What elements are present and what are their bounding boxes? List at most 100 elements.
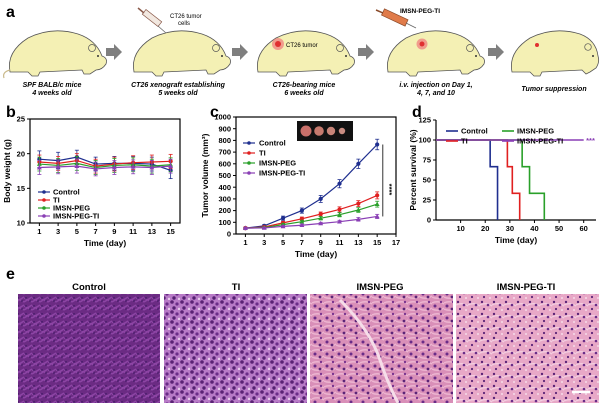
x-tick-label: 5 — [281, 238, 285, 247]
y-tick-label: 10 — [17, 219, 25, 228]
x-tick-label: 11 — [336, 238, 344, 247]
data-point-imsn-peg-ti — [261, 225, 267, 230]
significance-label: *** — [586, 136, 595, 145]
y-tick-label: 25 — [17, 115, 25, 124]
arrow-4-icon — [488, 44, 504, 60]
significance-label: **** — [385, 184, 394, 196]
y-tick-label: 100 — [418, 136, 431, 145]
data-point-control — [337, 181, 342, 186]
data-point-imsn-peg-ti — [318, 220, 324, 226]
legend-marker-ti — [247, 151, 251, 155]
y-tick-label: 0 — [227, 230, 231, 239]
data-point-imsn-peg-ti — [55, 164, 61, 169]
step-2-label-line-1: CT26 tumor — [170, 14, 202, 20]
legend-label-ti: TI — [461, 137, 468, 146]
y-tick-label: 125 — [418, 116, 431, 125]
arrow-1-icon — [106, 44, 122, 60]
legend-label-imsn-peg: IMSN-PEG — [517, 127, 554, 136]
panel-d-letter: d — [412, 104, 422, 121]
data-point-imsn-peg — [355, 207, 361, 212]
histology-label-imsn-peg: IMSN-PEG — [357, 282, 404, 293]
step-4-label: IMSN-PEG-TI — [400, 8, 440, 15]
x-axis-title: Time (day) — [495, 235, 538, 245]
x-tick-label: 17 — [392, 238, 400, 247]
histology-label-ti: TI — [232, 282, 240, 293]
chart-c: c1 3 5 7 9 11 13 15 1701002003004005006007008009… — [200, 104, 400, 259]
y-tick-label: 600 — [218, 159, 231, 168]
y-tick-label: 75 — [423, 156, 431, 165]
data-point-imsn-peg-ti — [111, 164, 117, 170]
step-4-caption-line-2: 4, 7, and 10 — [416, 90, 455, 97]
mouse-1-icon — [3, 30, 107, 79]
y-tick-label: 0 — [427, 216, 431, 225]
y-tick-label: 400 — [218, 183, 231, 192]
data-point-imsn-peg-ti — [280, 223, 286, 229]
x-tick-label: 13 — [148, 227, 156, 236]
legend-marker-control — [42, 190, 46, 194]
series-line-imsn-peg-ti — [245, 215, 378, 229]
data-point-imsn-peg-ti — [355, 216, 361, 222]
small-tumor-icon — [535, 43, 539, 47]
panel-e-letter: e — [6, 266, 15, 283]
x-tick-label: 1 — [243, 238, 247, 247]
x-tick-label: 50 — [555, 224, 563, 233]
step-5-caption: Tumor suppression — [521, 86, 586, 93]
plot-frame — [29, 118, 181, 224]
y-tick-label: 500 — [218, 171, 231, 180]
legend-marker-imsn-peg-ti — [247, 171, 251, 175]
y-tick-label: 50 — [423, 176, 431, 185]
step-1-caption-line-2: 4 weeks old — [31, 90, 72, 97]
series-line-imsn-peg-ti — [39, 165, 171, 170]
x-tick-label: 15 — [166, 227, 174, 236]
y-tick-label: 900 — [218, 124, 231, 133]
data-point-imsn-peg-ti — [74, 163, 80, 168]
y-tick-label: 1000 — [214, 113, 231, 122]
y-tick-label: 300 — [218, 195, 231, 204]
x-tick-label: 15 — [373, 238, 381, 247]
data-point-ti — [356, 201, 361, 206]
x-tick-label: 30 — [506, 224, 514, 233]
y-tick-label: 700 — [218, 148, 231, 157]
x-axis-title: Time (day) — [295, 249, 338, 259]
data-point-ti — [299, 216, 304, 221]
mouse-5-icon — [511, 30, 600, 77]
y-tick-label: 200 — [218, 206, 231, 215]
data-point-imsn-peg-ti — [168, 163, 174, 168]
y-tick-label: 15 — [17, 184, 25, 193]
x-tick-label: 5 — [75, 227, 79, 236]
legend-label-imsn-peg-ti: IMSN-PEG-TI — [53, 212, 99, 221]
histology-vessel — [338, 298, 400, 404]
x-tick-label: 60 — [580, 224, 588, 233]
y-axis-title: Tumor volume (mm³) — [200, 133, 210, 217]
legend-label-imsn-peg-ti: IMSN-PEG-TI — [517, 137, 563, 146]
data-point-control — [318, 196, 323, 201]
y-axis-title: Percent survival (%) — [408, 129, 418, 210]
data-point-ti — [375, 193, 380, 198]
data-point-control — [280, 216, 286, 221]
y-axis-title: Body weight (g) — [2, 139, 12, 203]
x-tick-label: 11 — [129, 227, 137, 236]
data-point-ti — [337, 207, 342, 212]
x-tick-label: 13 — [354, 238, 362, 247]
data-point-control — [299, 208, 304, 213]
legend-label-control: Control — [461, 127, 488, 136]
legend-marker-control — [247, 141, 251, 145]
x-tick-label: 9 — [112, 227, 116, 236]
data-point-imsn-peg — [337, 212, 342, 217]
data-point-imsn-peg-ti — [149, 164, 155, 170]
mouse-3-icon — [257, 30, 355, 77]
data-point-imsn-peg-ti — [299, 222, 305, 228]
series-line-ti — [436, 139, 521, 220]
x-tick-label: 20 — [481, 224, 489, 233]
y-tick-label: 20 — [17, 149, 25, 158]
tumor-2-core-icon — [419, 41, 425, 47]
legend-marker-imsn-peg-ti — [42, 214, 46, 218]
step-4-caption-line-1: i.v. injection on Day 1, — [399, 82, 472, 89]
x-tick-label: 9 — [319, 238, 323, 247]
chart-d: d 10 20 30 40 50 60 0 25 50 75 100 125 Time (day) Perc… — [408, 104, 596, 245]
step-3-label: CT26 tumor — [286, 43, 318, 49]
legend-marker-ti — [42, 198, 46, 202]
series-line-ti — [245, 194, 378, 229]
step-3-caption-line-1: CT26-bearing mice — [273, 82, 336, 89]
